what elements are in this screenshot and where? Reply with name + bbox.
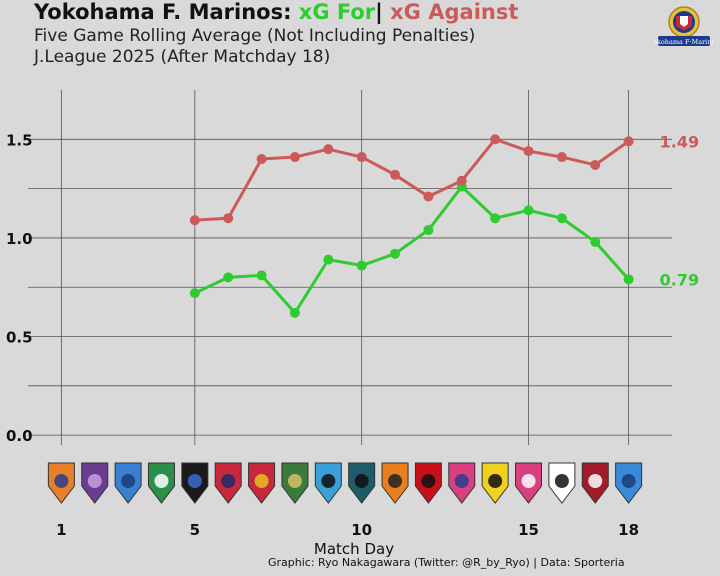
logo-emblem — [187, 474, 202, 488]
opponent-logo — [515, 462, 543, 504]
opponent-logo — [147, 462, 175, 504]
opponent-logo — [281, 462, 309, 504]
logo-emblem — [554, 474, 569, 488]
xg-against-point — [623, 136, 634, 147]
club-crest-logo: Yokohama F·Marinos — [654, 6, 714, 46]
xg-for-point — [623, 274, 634, 285]
logo-emblem — [54, 474, 69, 488]
crest-wordmark: Yokohama F·Marinos — [654, 38, 714, 46]
logo-emblem — [321, 474, 336, 488]
xg-against-point — [189, 215, 200, 226]
y-tick-label: 1.5 — [6, 131, 33, 149]
logo-emblem — [454, 474, 469, 488]
title-separator: | — [375, 0, 391, 24]
x-tick-label: 5 — [190, 521, 200, 539]
xg-against-point — [223, 213, 234, 224]
xg-for-point — [523, 205, 534, 216]
title-xg-against: xG Against — [390, 0, 519, 24]
logo-emblem — [621, 474, 636, 488]
xg-for-point — [223, 272, 234, 283]
x-tick-label: 18 — [618, 521, 639, 539]
xg-against-point — [456, 175, 467, 186]
xg-against-end-label: 1.49 — [660, 132, 699, 151]
y-axis-ticks: 0.0 0.5 1.0 1.5 — [6, 131, 33, 445]
logo-emblem — [287, 474, 302, 488]
logo-emblem — [488, 474, 503, 488]
x-tick-label: 15 — [518, 521, 539, 539]
opponent-logo — [214, 462, 242, 504]
opponent-logo — [114, 462, 142, 504]
logo-emblem — [421, 474, 436, 488]
xg-against-point — [523, 146, 534, 157]
opponent-logo — [348, 462, 376, 504]
opponent-logo — [448, 462, 476, 504]
xg-for-point — [189, 288, 200, 299]
title-xg-for: xG For — [298, 0, 376, 24]
chart-title: Yokohama F. Marinos: xG For| xG Against — [34, 0, 518, 24]
logo-emblem — [588, 474, 603, 488]
x-axis-ticks: 1 5 10 15 18 — [56, 521, 639, 539]
xg-against-line — [194, 137, 630, 222]
logo-emblem — [388, 474, 403, 488]
opponent-logo — [615, 462, 643, 504]
chart-subtitle-1: Five Game Rolling Average (Not Including… — [34, 26, 476, 46]
opponent-logo — [548, 462, 576, 504]
xg-for-point — [289, 307, 300, 318]
xg-against-point — [556, 152, 567, 163]
xg-for-point — [423, 225, 434, 236]
logo-emblem — [154, 474, 169, 488]
opponent-logo — [481, 462, 509, 504]
opponent-logo — [314, 462, 342, 504]
logo-emblem — [354, 474, 369, 488]
y-tick-label: 0.0 — [6, 427, 33, 445]
xg-against-point — [423, 191, 434, 202]
opponent-logos — [47, 462, 643, 504]
xg-for-point — [490, 213, 501, 224]
logo-emblem — [121, 474, 136, 488]
opponent-logo — [248, 462, 276, 504]
logo-emblem — [87, 474, 102, 488]
x-axis-label: Match Day — [314, 540, 394, 558]
xg-against-point — [490, 134, 501, 145]
opponent-logo — [181, 462, 209, 504]
x-tick-label: 10 — [351, 521, 372, 539]
opponent-logo — [414, 462, 442, 504]
xg-for-point — [356, 260, 367, 271]
opponent-logo — [47, 462, 75, 504]
y-tick-label: 1.0 — [6, 230, 33, 248]
credit-line: Graphic: Ryo Nakagawara (Twitter: @R_by_… — [268, 556, 625, 569]
logo-emblem — [221, 474, 236, 488]
x-tick-label: 1 — [56, 521, 66, 539]
xg-against-point — [356, 152, 367, 163]
xg-for-end-label: 0.79 — [660, 270, 699, 289]
xg-for-point — [556, 213, 567, 224]
opponent-logo — [381, 462, 409, 504]
xg-against-point — [289, 152, 300, 163]
opponent-logo — [581, 462, 609, 504]
xg-for-point — [256, 270, 267, 281]
grid-lines — [28, 90, 672, 445]
y-tick-label: 0.5 — [6, 329, 33, 347]
xg-against-point — [590, 159, 601, 170]
xg-against-point — [390, 169, 401, 180]
logo-emblem — [521, 474, 536, 488]
xg-for-point — [323, 254, 334, 265]
xg-for-point — [390, 248, 401, 259]
xg-against-point — [256, 154, 267, 165]
xg-for-point — [590, 236, 601, 247]
data-series: 0.79 1.49 — [189, 132, 699, 318]
xg-for-line — [194, 185, 630, 315]
opponent-logo — [81, 462, 109, 504]
xg-against-point — [323, 144, 334, 155]
title-prefix: Yokohama F. Marinos: — [34, 0, 299, 24]
chart-subtitle-2: J.League 2025 (After Matchday 18) — [34, 47, 331, 67]
logo-emblem — [254, 474, 269, 488]
